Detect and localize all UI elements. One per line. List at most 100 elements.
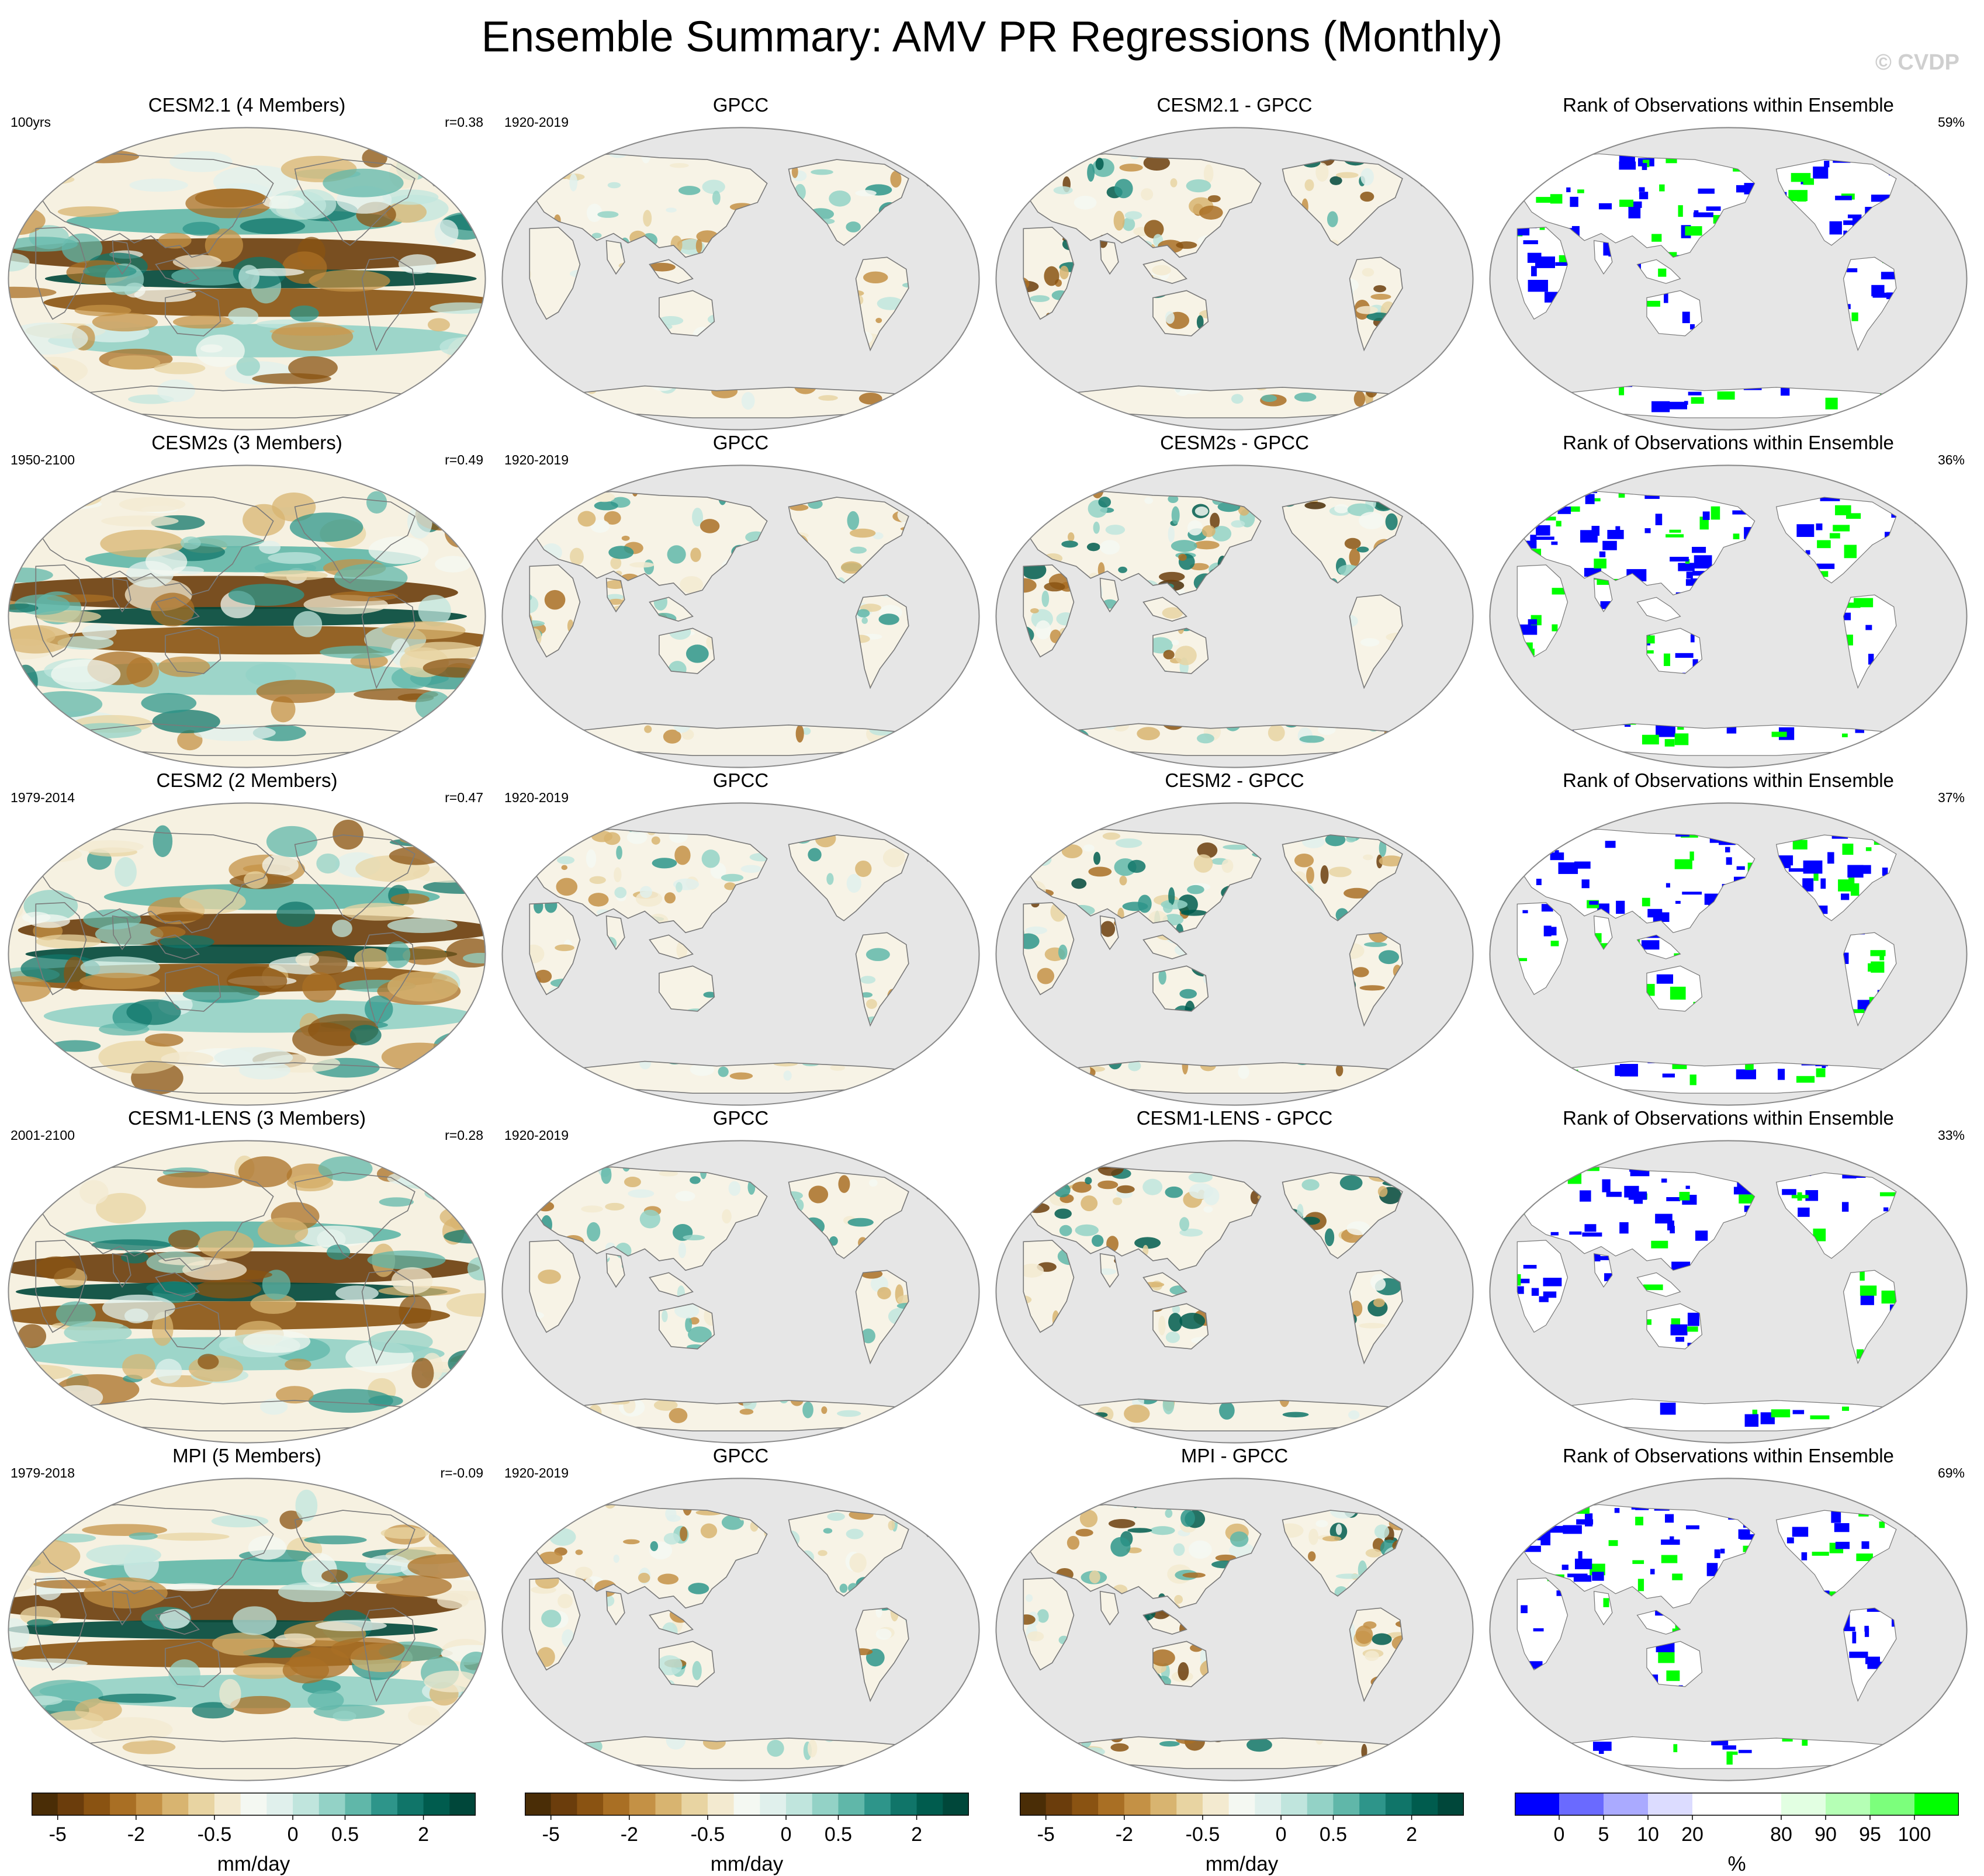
precip-anomaly: [444, 1498, 483, 1523]
coastline-south-america: [1349, 594, 1403, 689]
rank-cell: [1813, 871, 1819, 881]
pattern-correlation: r=0.47: [445, 790, 483, 805]
land-precip-anomaly: [616, 845, 622, 860]
precip-anomaly: [293, 611, 323, 637]
rank-cell: [1870, 950, 1886, 956]
coastline-eurasia: [529, 828, 768, 934]
rank-cell: [1805, 550, 1810, 555]
rank-cell: [1961, 690, 1968, 703]
colorbar-swatch: [812, 1793, 839, 1815]
land-precip-anomaly: [1370, 293, 1391, 300]
land-precip-anomaly: [1048, 731, 1072, 738]
land-precip-anomaly: [1023, 827, 1037, 833]
pattern-correlation: r=-0.09: [440, 1465, 483, 1480]
rank-cell: [1847, 865, 1864, 878]
rank-cell: [1651, 1240, 1668, 1249]
land-precip-anomaly: [1000, 1042, 1016, 1047]
land-precip-anomaly: [1196, 733, 1214, 744]
land-precip-anomaly: [826, 873, 834, 885]
precip-anomaly: [194, 1279, 261, 1299]
land-precip-anomaly: [1087, 163, 1095, 182]
rank-cell: [1829, 221, 1842, 235]
rank-cell: [1582, 1232, 1602, 1237]
land-precip-anomaly: [1030, 295, 1050, 302]
coastline-se-asia-islands: [649, 597, 694, 622]
precip-anomaly: [407, 505, 432, 539]
rank-cell: [1871, 961, 1885, 973]
precip-anomaly: [10, 846, 82, 863]
rank-cell: [1567, 1573, 1588, 1577]
rank-cell: [1846, 268, 1858, 273]
precip-anomaly: [214, 1047, 293, 1069]
rank-cell: [1964, 677, 1968, 684]
precip-anomaly: [8, 381, 25, 397]
coastline-australia: [659, 1641, 715, 1687]
land-precip-anomaly: [1466, 1180, 1472, 1198]
land-precip-anomaly: [519, 186, 525, 193]
land-precip-anomaly: [501, 1237, 507, 1246]
rank-cell: [1690, 634, 1695, 643]
land-precip-anomaly: [1023, 1058, 1025, 1066]
rank-cell: [1966, 1407, 1968, 1417]
precip-anomaly: [368, 1330, 433, 1353]
land-precip-anomaly: [1023, 1062, 1038, 1080]
land-precip-anomaly: [932, 1377, 954, 1396]
land-precip-anomaly: [995, 359, 1005, 374]
land-precip-anomaly: [1467, 221, 1474, 228]
land-precip-anomaly: [1445, 1516, 1450, 1524]
precip-anomaly: [8, 370, 42, 383]
land-precip-anomaly: [1304, 179, 1314, 191]
rank-cell: [1771, 731, 1787, 737]
coastline-eurasia: [1023, 1504, 1262, 1609]
precip-anomaly: [330, 591, 399, 602]
rank-cell: [1513, 1496, 1520, 1500]
panel-title: GPCC: [712, 94, 769, 116]
land-precip-anomaly: [1127, 859, 1146, 873]
land-precip-anomaly: [614, 867, 622, 883]
land-precip-anomaly: [1448, 1375, 1450, 1385]
rank-cell: [1619, 383, 1625, 396]
land-precip-anomaly: [1460, 1698, 1474, 1707]
land-precip-anomaly: [1054, 1183, 1071, 1198]
colorbar-swatch: [864, 1793, 891, 1815]
rank-cell: [1661, 1539, 1680, 1545]
colorbar-swatch: [345, 1793, 372, 1815]
coastline-se-asia-islands: [155, 597, 200, 622]
land-precip-anomaly: [1425, 393, 1441, 406]
rank-cell: [1687, 1312, 1699, 1326]
coastline-india: [1099, 1253, 1119, 1288]
panel-title: Rank of Observations within Ensemble: [1563, 1445, 1894, 1466]
land-precip-anomaly: [1172, 639, 1179, 646]
coastline-africa: [529, 227, 581, 320]
precip-anomaly: [302, 972, 337, 1003]
land-precip-anomaly: [1159, 1741, 1180, 1747]
land-precip-anomaly: [536, 1201, 555, 1212]
rank-cell: [1518, 1713, 1531, 1721]
land-precip-anomaly: [1067, 1535, 1080, 1550]
colorbar-tick-label: 0: [288, 1823, 299, 1846]
coastline-eurasia: [1516, 491, 1756, 595]
coastline-north-america: [788, 834, 909, 921]
land-precip-anomaly: [850, 546, 867, 554]
precip-anomaly: [271, 322, 354, 351]
rank-cell: [1493, 850, 1509, 855]
coastline-india: [1593, 240, 1613, 275]
land-precip-anomaly: [1027, 1631, 1044, 1642]
precip-anomaly: [157, 1171, 243, 1188]
colorbar-swatch: [240, 1793, 267, 1815]
coastline-south-america: [1843, 594, 1897, 689]
precip-anomaly: [193, 724, 276, 741]
precip-anomaly: [188, 535, 264, 547]
rank-cell: [1659, 184, 1665, 192]
coastline-se-asia-islands: [155, 259, 200, 285]
coastline-eurasia: [35, 1504, 274, 1609]
rank-cell: [1918, 508, 1931, 518]
precip-anomaly: [91, 1717, 173, 1742]
precip-anomaly: [96, 1192, 146, 1224]
land-precip-anomaly: [1193, 854, 1213, 873]
land-precip-anomaly: [1455, 487, 1474, 493]
rank-cell: [1967, 1206, 1968, 1213]
diff-map: [995, 1140, 1474, 1444]
rank-cell: [1504, 396, 1516, 409]
rank-cell: [1533, 1628, 1544, 1632]
